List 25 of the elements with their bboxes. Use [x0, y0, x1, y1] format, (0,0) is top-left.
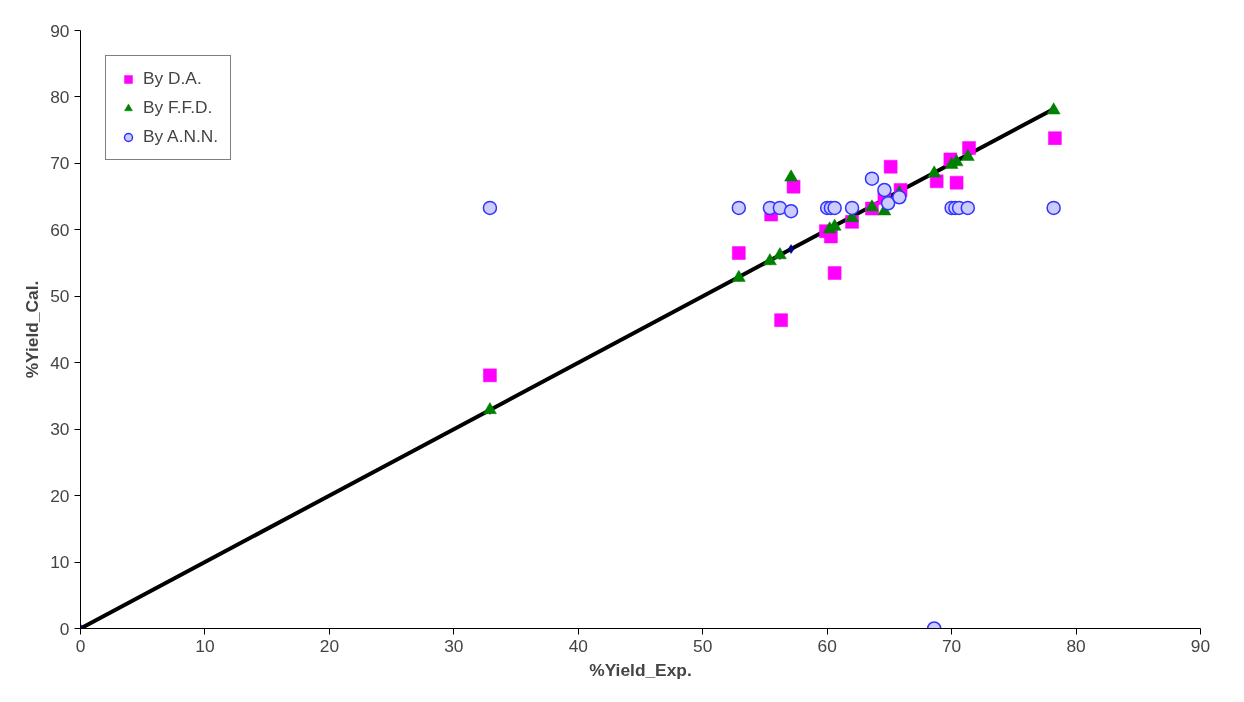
x-tick-label: 10 — [195, 635, 215, 656]
x-axis-title: %Yield_Exp. — [589, 659, 692, 680]
x-tick-label: 60 — [817, 635, 837, 656]
y-tick-label: 80 — [50, 86, 70, 107]
y-tick-label: 0 — [59, 618, 70, 639]
y-tick-label: 30 — [50, 419, 70, 440]
x-tick-label: 80 — [1066, 635, 1086, 656]
x-tick-label: 50 — [693, 635, 713, 656]
y-tick-label: 50 — [50, 286, 70, 307]
legend-label: By D.A. — [143, 68, 202, 89]
y-tick-label: 20 — [50, 485, 70, 506]
x-tick-label: 0 — [75, 635, 86, 656]
legend-label: By A.N.N. — [143, 126, 219, 147]
y-tick-label: 70 — [50, 153, 70, 174]
x-tick-label: 30 — [444, 635, 464, 656]
x-tick-label: 90 — [1190, 635, 1211, 656]
y-axis-title: %Yield_Cal. — [22, 280, 43, 379]
x-tick-label: 70 — [941, 635, 962, 656]
x-tick-label: 40 — [568, 635, 588, 656]
y-tick-label: 90 — [50, 20, 70, 41]
y-tick-label: 40 — [50, 352, 70, 373]
x-tick-label: 20 — [319, 635, 340, 656]
legend-label: By F.F.D. — [143, 97, 213, 118]
y-tick-label: 10 — [50, 552, 70, 573]
y-tick-label: 60 — [50, 219, 70, 240]
